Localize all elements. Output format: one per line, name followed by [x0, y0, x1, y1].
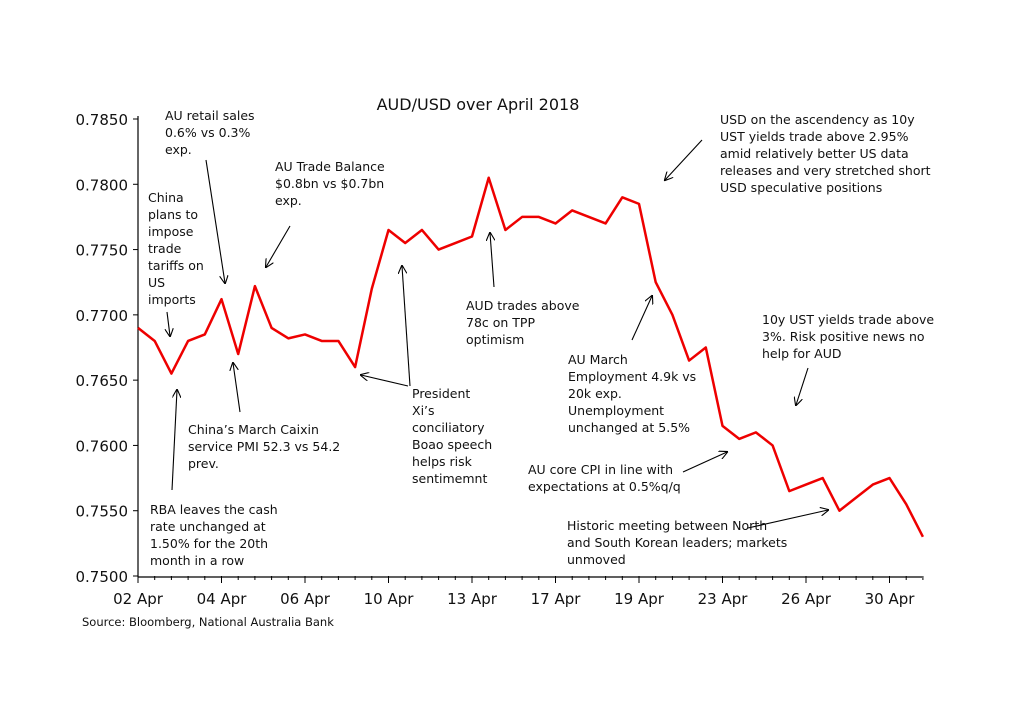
annotation: China: [148, 190, 184, 205]
y-tick-label: 0.7650: [76, 372, 129, 390]
annotation: plans to: [148, 207, 198, 222]
annotation: help for AUD: [762, 346, 841, 361]
annotation: tariffs on: [148, 258, 204, 273]
y-tick-label: 0.7600: [76, 437, 129, 455]
annotation: unmoved: [567, 552, 626, 567]
annotation: rate unchanged at: [150, 519, 266, 534]
annotation: exp.: [165, 142, 192, 157]
annotation: releases and very stretched short: [720, 163, 931, 178]
annotation: US: [148, 275, 165, 290]
annotation: AU March: [568, 352, 628, 367]
chart-title: AUD/USD over April 2018: [377, 95, 580, 114]
annotation: AU Trade Balance: [275, 159, 385, 174]
annotation: AUD trades above: [466, 298, 580, 313]
annotation: Xi’s: [412, 403, 435, 418]
annotation: prev.: [188, 456, 219, 471]
annotation: China’s March Caixin: [188, 422, 319, 437]
annotation: Unemployment: [568, 403, 664, 418]
annotation: $0.8bn vs $0.7bn: [275, 176, 384, 191]
annotation: helps risk: [412, 454, 473, 469]
annotation: 78c on TPP: [466, 315, 535, 330]
annotation: 20k exp.: [568, 386, 622, 401]
x-tick-label: 06 Apr: [280, 590, 331, 608]
annotation: President: [412, 386, 470, 401]
x-tick-label: 13 Apr: [447, 590, 498, 608]
source: Source: Bloomberg, National Australia Ba…: [82, 615, 334, 629]
y-tick-label: 0.7800: [76, 176, 129, 194]
annotation: AU core CPI in line with: [528, 462, 673, 477]
annotation: trade: [148, 241, 182, 256]
annotation: and South Korean leaders; markets: [567, 535, 787, 550]
y-tick-label: 0.7700: [76, 307, 129, 325]
annotation: month in a row: [150, 553, 244, 568]
y-tick-label: 0.7500: [76, 568, 129, 586]
annotation: service PMI 52.3 vs 54.2: [188, 439, 340, 454]
y-tick-label: 0.7850: [76, 111, 129, 129]
x-tick-label: 10 Apr: [364, 590, 415, 608]
arrows: [167, 139, 828, 529]
annotation: optimism: [466, 332, 524, 347]
annotation: expectations at 0.5%q/q: [528, 479, 681, 494]
annotation: amid relatively better US data: [720, 146, 909, 161]
x-tick-label: 17 Apr: [531, 590, 582, 608]
annotation: USD on the ascendency as 10y: [720, 112, 915, 127]
annotation: RBA leaves the cash: [150, 502, 278, 517]
x-tick-label: 04 Apr: [197, 590, 248, 608]
y-tick-label: 0.7750: [76, 242, 129, 260]
annotation: sentimemnt: [412, 471, 487, 486]
annotation: Historic meeting between North: [567, 518, 767, 533]
annotation: AU retail sales: [165, 108, 255, 123]
x-tick-label: 30 Apr: [865, 590, 916, 608]
y-tick-label: 0.7550: [76, 503, 129, 521]
x-tick-label: 02 Apr: [113, 590, 164, 608]
annotation: USD speculative positions: [720, 180, 882, 195]
annotation: 0.6% vs 0.3%: [165, 125, 250, 140]
annotation: 1.50% for the 20th: [150, 536, 268, 551]
annotation: 10y UST yields trade above: [762, 312, 934, 327]
annotation: exp.: [275, 193, 302, 208]
annotation: Boao speech: [412, 437, 492, 452]
annotation: 3%. Risk positive news no: [762, 329, 925, 344]
annotation: imports: [148, 292, 196, 307]
annotation: impose: [148, 224, 194, 239]
annotation: conciliatory: [412, 420, 485, 435]
annotation: UST yields trade above 2.95%: [720, 129, 909, 144]
x-tick-label: 23 Apr: [698, 590, 749, 608]
x-tick-label: 26 Apr: [781, 590, 832, 608]
annotation: unchanged at 5.5%: [568, 420, 690, 435]
price-line: [137, 176, 925, 538]
annotation: Employment 4.9k vs: [568, 369, 696, 384]
x-tick-label: 19 Apr: [614, 590, 665, 608]
